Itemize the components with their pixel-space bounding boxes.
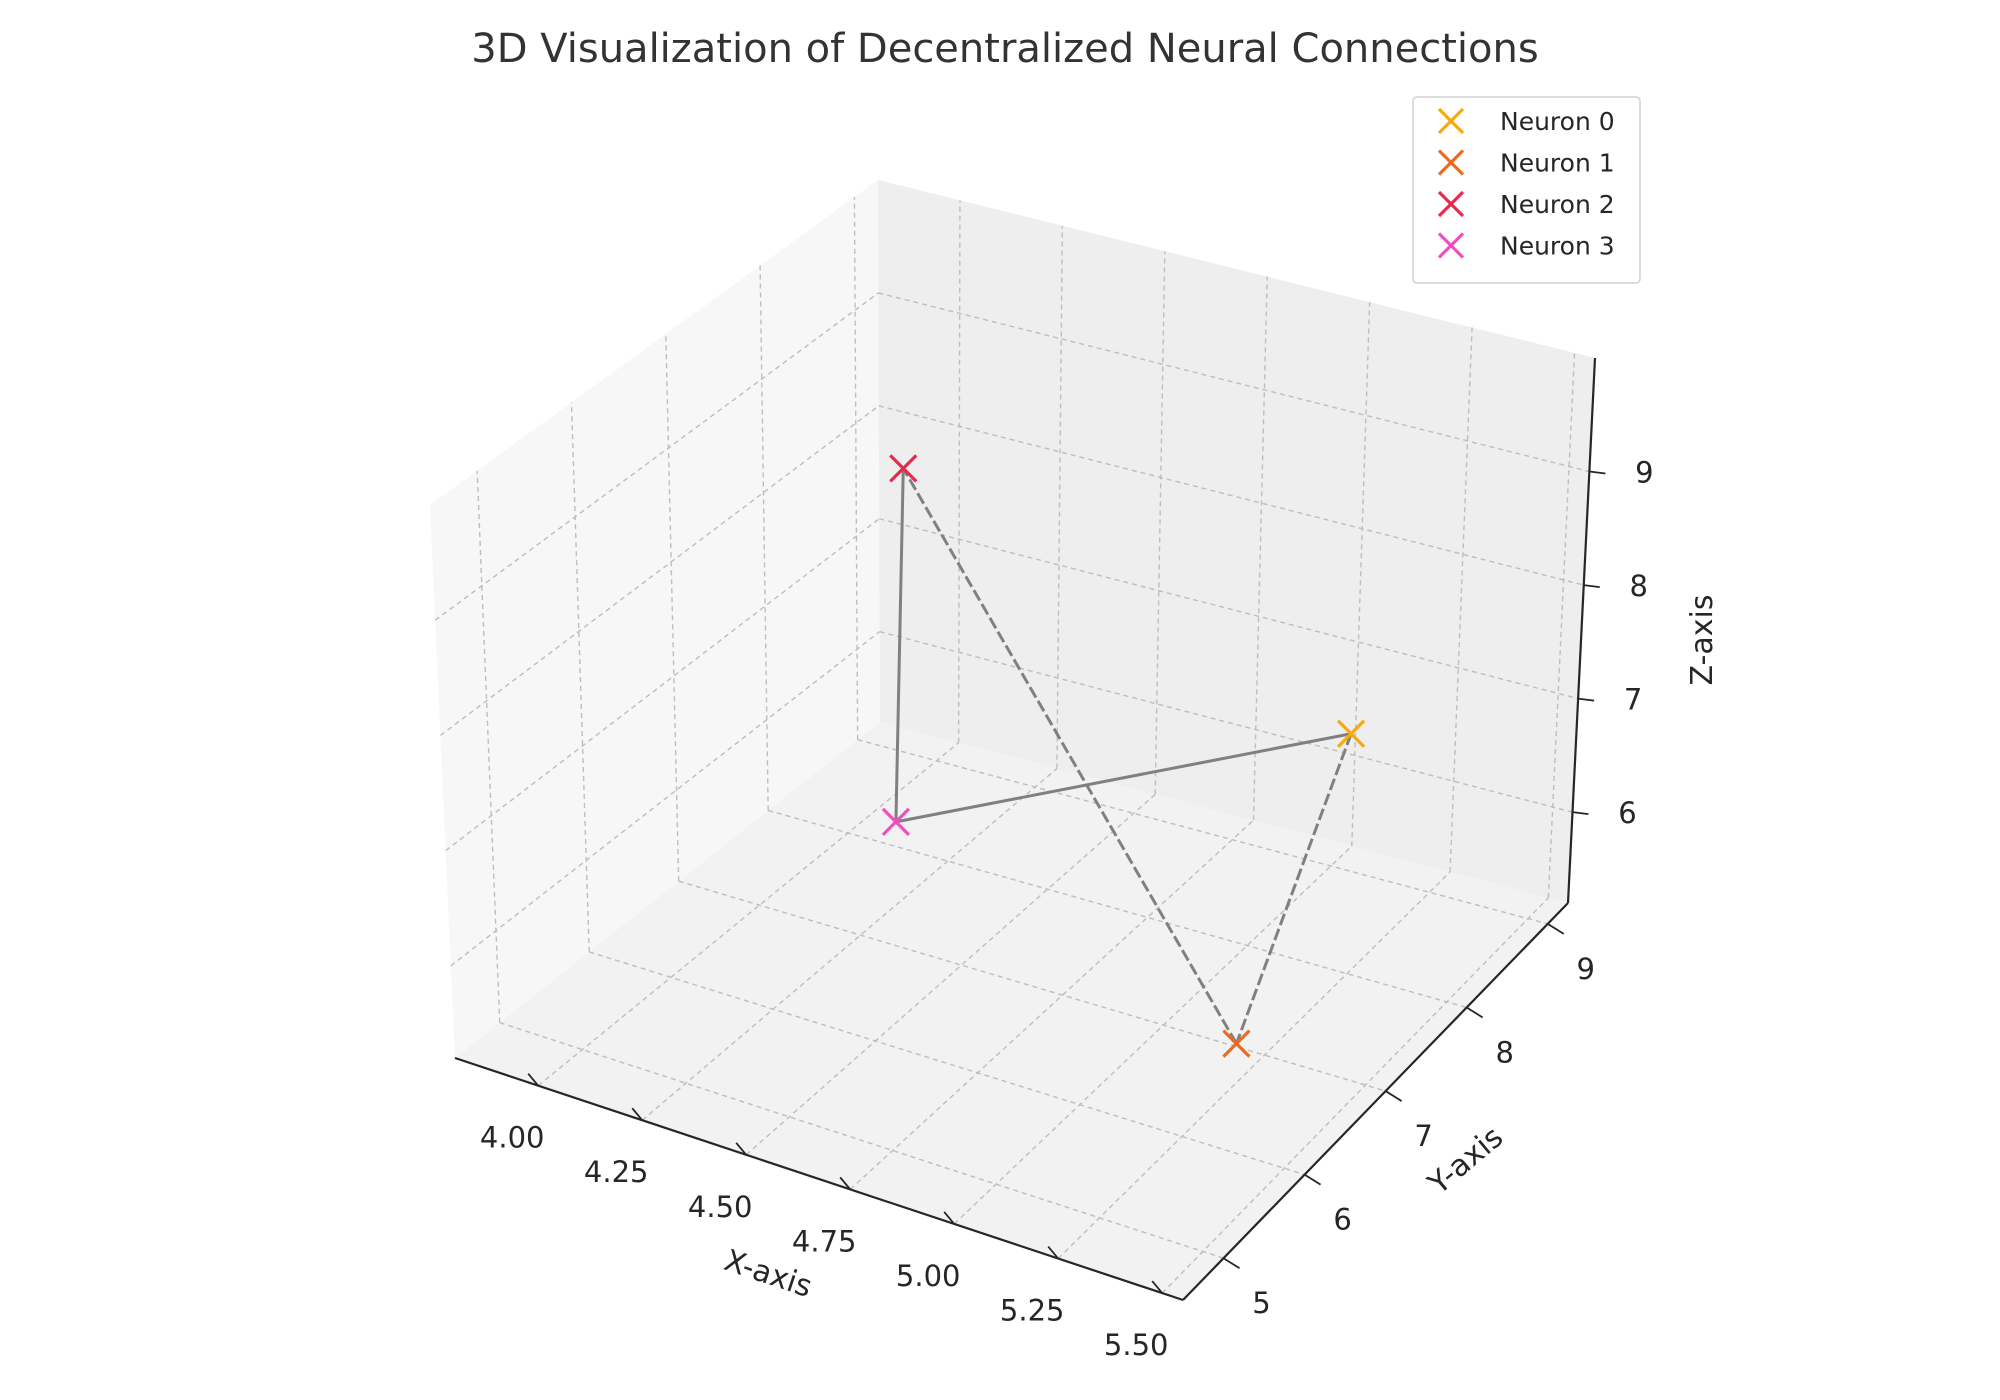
- z-axis-tick: [1589, 470, 1606, 475]
- y-axis-tick: [1223, 1257, 1241, 1269]
- x-axis-tick-label: 5.00: [896, 1259, 961, 1293]
- axes-panes: [430, 180, 1595, 1300]
- x-axis-tick: [839, 1176, 851, 1190]
- connection-lines: [894, 467, 1353, 1045]
- x-axis-tick-label: 4.25: [584, 1155, 649, 1189]
- grid-line-y: [499, 1021, 1224, 1259]
- grid-line-y: [678, 880, 1386, 1092]
- y-axis-line: [1182, 902, 1569, 1301]
- neuron-0-marker: [1336, 719, 1366, 748]
- z-axis-tick-label: 7: [1624, 683, 1642, 717]
- tick-labels: 4.00 4.25 4.50 4.75 5.00 5.25 5.50 5 6 7 8 9 6 7 8 9: [480, 456, 1654, 1363]
- y-axis-tick: [1547, 923, 1565, 935]
- y-axis-tick-label: 6: [1333, 1203, 1351, 1237]
- legend-item-neuron-2[interactable]: Neuron 2: [1437, 190, 1615, 219]
- z-axis-tick: [1583, 584, 1600, 588]
- grid-line-x: [953, 845, 1353, 1225]
- x-axis-tick-label: 5.25: [1000, 1294, 1065, 1328]
- grid-line-x: [745, 793, 1156, 1156]
- y-axis-tick: [1385, 1090, 1403, 1102]
- legend-label-neuron-1: Neuron 1: [1500, 149, 1615, 178]
- z-axis-tick: [1578, 697, 1595, 702]
- grid-line-z: [879, 630, 1573, 813]
- grid-line-z: [439, 405, 880, 736]
- y-axis-tick-label: 7: [1414, 1119, 1432, 1153]
- x-axis-tick-label: 5.50: [1104, 1328, 1169, 1362]
- x-axis-tick: [1151, 1280, 1163, 1294]
- grid-line-x: [537, 742, 960, 1087]
- grid-line-x: [1161, 897, 1549, 1294]
- z-axis-tick-label: 9: [1635, 456, 1653, 490]
- legend-marker-neuron-1: [1437, 149, 1465, 176]
- y-axis-tick: [1466, 1006, 1484, 1019]
- neuron-2-marker: [889, 454, 918, 483]
- grid-line-z: [445, 518, 880, 852]
- y-axis-tick-label: 5: [1252, 1286, 1270, 1320]
- legend-label-neuron-0: Neuron 0: [1500, 107, 1615, 136]
- legend-item-neuron-3[interactable]: Neuron 3: [1437, 232, 1615, 261]
- x-axis-line: [454, 1056, 1184, 1302]
- data-markers: [881, 454, 1366, 1058]
- legend-marker-neuron-0: [1437, 107, 1465, 135]
- neuron-1-marker: [1222, 1029, 1251, 1058]
- chart-title: 3D Visualization of Decentralized Neural…: [471, 26, 1538, 72]
- y-axis-tick-label: 9: [1577, 952, 1595, 986]
- legend-label-neuron-2: Neuron 2: [1500, 190, 1615, 219]
- floor-pane: [455, 722, 1568, 1300]
- z-axis-tick-label: 8: [1630, 569, 1648, 603]
- x-axis-tick: [1047, 1245, 1059, 1260]
- x-axis-tick-label: 4.00: [480, 1121, 545, 1155]
- grid-line-z: [450, 631, 881, 967]
- connection-line-2: [894, 468, 905, 822]
- grid-lines: [434, 197, 1590, 1294]
- grid-line-z: [879, 518, 1579, 700]
- x-axis-tick-label: 4.75: [792, 1224, 857, 1258]
- legend-item-neuron-1[interactable]: Neuron 1: [1437, 149, 1615, 178]
- connection-line-1: [901, 467, 1238, 1045]
- connection-line-3: [895, 732, 1352, 824]
- grid-line-y: [767, 809, 1467, 1009]
- neuron-3-marker: [881, 807, 911, 837]
- grid-line-x: [849, 819, 1254, 1190]
- legend-box: [1412, 96, 1641, 284]
- x-axis-tick: [735, 1142, 747, 1156]
- legend-item-neuron-0[interactable]: Neuron 0: [1437, 107, 1615, 136]
- legend[interactable]: Neuron 0 Neuron 1 Neuron 2 Neuron 3: [1412, 96, 1641, 284]
- grid-line-x: [1154, 251, 1166, 795]
- grid-line-y: [589, 951, 1305, 1176]
- connection-line-0: [1235, 733, 1353, 1045]
- y-axis-label: Y-axis: [1421, 1120, 1510, 1203]
- left-pane: [430, 180, 880, 1058]
- x-axis-tick: [631, 1107, 643, 1121]
- x-axis-tick-label: 4.50: [688, 1190, 753, 1224]
- x-axis-tick: [943, 1211, 955, 1225]
- grid-line-z: [434, 292, 879, 621]
- grid-line-y: [857, 739, 1548, 925]
- y-axis-tick: [1304, 1173, 1322, 1186]
- legend-label-neuron-3: Neuron 3: [1500, 232, 1615, 261]
- legend-marker-neuron-2: [1437, 190, 1465, 218]
- y-axis-tick-label: 8: [1495, 1035, 1513, 1069]
- grid-line-x: [641, 768, 1058, 1121]
- grid-line-x: [1057, 871, 1451, 1260]
- z-axis-tick-label: 6: [1618, 796, 1636, 830]
- z-axis-label: Z-axis: [1685, 595, 1720, 686]
- grid-line-y: [665, 333, 680, 882]
- legend-marker-neuron-3: [1437, 232, 1465, 259]
- tick-marks: [527, 470, 1606, 1294]
- grid-line-x: [1449, 327, 1473, 872]
- z-axis-tick: [1572, 811, 1589, 816]
- grid-line-z: [878, 405, 1584, 586]
- x-axis-tick: [527, 1073, 539, 1087]
